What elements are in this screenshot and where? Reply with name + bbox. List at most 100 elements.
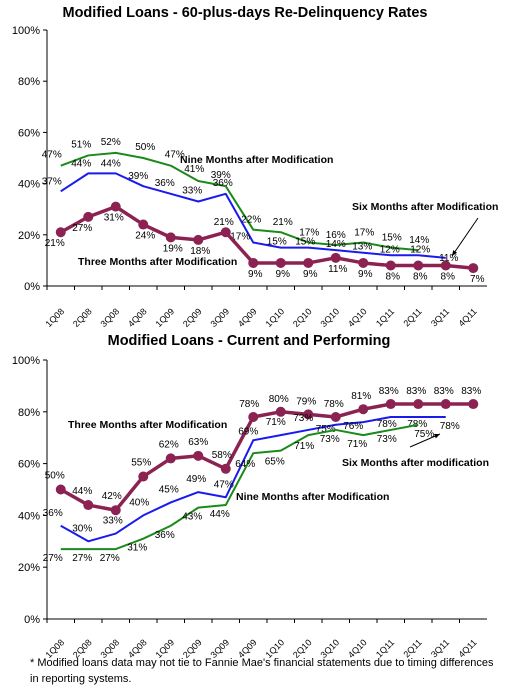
arrow-head — [452, 250, 458, 256]
data-point — [330, 411, 341, 422]
data-label: 9% — [358, 269, 373, 280]
data-point — [165, 453, 176, 464]
data-label: 15% — [267, 237, 287, 248]
data-label: 83% — [406, 386, 426, 397]
x-tick-label: 2Q11 — [401, 306, 423, 328]
data-label: 43% — [182, 512, 202, 523]
data-label: 36% — [155, 530, 175, 541]
data-label: 42% — [102, 491, 122, 502]
x-tick-label: 2Q09 — [181, 306, 204, 329]
data-point — [440, 399, 451, 410]
data-label: 36% — [155, 178, 175, 189]
data-label: 52% — [101, 137, 121, 148]
data-label: 76% — [343, 421, 363, 432]
data-label: 8% — [441, 272, 456, 283]
data-label: 21% — [214, 217, 234, 228]
data-label: 73% — [377, 434, 397, 445]
data-label: 47% — [165, 150, 185, 161]
data-label: 18% — [190, 246, 210, 257]
data-label: 62% — [159, 439, 179, 450]
data-label: 73% — [320, 434, 340, 445]
data-point — [385, 399, 396, 410]
annotation-arrow — [451, 217, 479, 257]
data-label: 36% — [43, 508, 63, 519]
data-label: 64% — [235, 459, 255, 470]
x-tick-label: 4Q09 — [236, 306, 259, 329]
data-point — [358, 257, 369, 268]
data-label: 63% — [188, 437, 208, 448]
data-point — [220, 463, 231, 474]
series-2: 37%44% 44%39%36%33%36%17% 15% 15% 14% 13% 12% 1… — [42, 158, 499, 263]
arrow-head — [434, 434, 440, 439]
data-label: 41% — [184, 164, 204, 175]
data-label: 27% — [43, 553, 63, 564]
data-label: 40% — [129, 497, 149, 508]
data-point — [193, 234, 204, 245]
data-label: 8% — [386, 272, 401, 283]
data-point — [138, 471, 149, 482]
x-tick-label: 2Q08 — [71, 306, 94, 329]
data-point — [468, 263, 479, 274]
series-line — [60, 423, 419, 551]
data-label: 78% — [324, 399, 344, 410]
data-label: 47% — [214, 479, 234, 490]
chart-title: Modified Loans - 60-plus-days Re-Delinqu… — [63, 5, 428, 21]
y-tick-label: 20% — [18, 562, 40, 574]
data-label: 9% — [248, 269, 263, 280]
chart-title: Modified Loans - Current and Performing — [108, 333, 391, 349]
data-label: 14% — [326, 239, 346, 250]
data-point — [330, 252, 341, 263]
data-label: 19% — [163, 243, 183, 254]
data-point — [413, 260, 424, 271]
data-label: 21% — [273, 217, 293, 228]
data-point — [220, 227, 231, 238]
data-label: 44% — [101, 158, 121, 169]
data-label: 17% — [299, 227, 319, 238]
x-tick-label: 2Q10 — [291, 306, 314, 329]
data-label: 21% — [45, 238, 65, 249]
x-tick-label: 1Q08 — [44, 306, 67, 329]
data-label: 27% — [72, 553, 92, 564]
x-tick-label: 3Q10 — [319, 306, 342, 329]
data-label: 36% — [213, 178, 233, 189]
data-label: 27% — [100, 553, 120, 564]
data-label: 33% — [182, 186, 202, 197]
data-label: 13% — [352, 242, 372, 253]
series-name-label: Nine Months after Modification — [236, 491, 389, 503]
series-name-label: Six Months after Modification — [352, 201, 498, 213]
data-point — [138, 219, 149, 230]
data-label: 9% — [276, 269, 291, 280]
data-point — [110, 505, 121, 516]
data-label: 49% — [186, 474, 206, 485]
data-label: 83% — [461, 386, 481, 397]
series-1: 47%51% 52% 50%47%41%39%22% 21%17% 16% 17% 15% 1… — [42, 137, 429, 252]
series-2: 36%30%33%40%45%49% 47%69%71% 73%75% 76% 78% 7… — [43, 413, 489, 543]
series-line — [60, 172, 446, 259]
x-tick-label: 1Q11 — [374, 306, 396, 328]
data-label: 9% — [303, 269, 318, 280]
data-label: 78% — [239, 399, 259, 410]
y-tick-label: 80% — [18, 76, 40, 88]
data-point — [55, 484, 66, 495]
series-line — [59, 402, 474, 512]
x-tick-label: 4Q08 — [126, 306, 149, 329]
data-label: 11% — [328, 264, 347, 275]
data-label: 31% — [104, 213, 124, 224]
data-point — [413, 399, 424, 410]
data-point — [275, 406, 286, 417]
series-1: 50% 44% 42% 55% 62% 63% 58% 78% 80% 79% 78% 81% 83% 8… — [45, 386, 481, 516]
data-label: 83% — [434, 386, 454, 397]
data-label: 73% — [293, 413, 313, 424]
series-line — [60, 415, 446, 543]
series-line — [60, 151, 419, 252]
data-label: 75% — [316, 424, 336, 435]
data-point — [83, 211, 94, 222]
data-label: 75% — [414, 429, 434, 440]
data-label: 14% — [409, 235, 429, 246]
data-label: 71% — [347, 439, 367, 450]
data-label: 8% — [413, 272, 428, 283]
y-tick-label: 0% — [24, 281, 40, 293]
data-label: 69% — [238, 426, 258, 437]
data-label: 71% — [294, 441, 314, 452]
data-point — [83, 500, 94, 511]
